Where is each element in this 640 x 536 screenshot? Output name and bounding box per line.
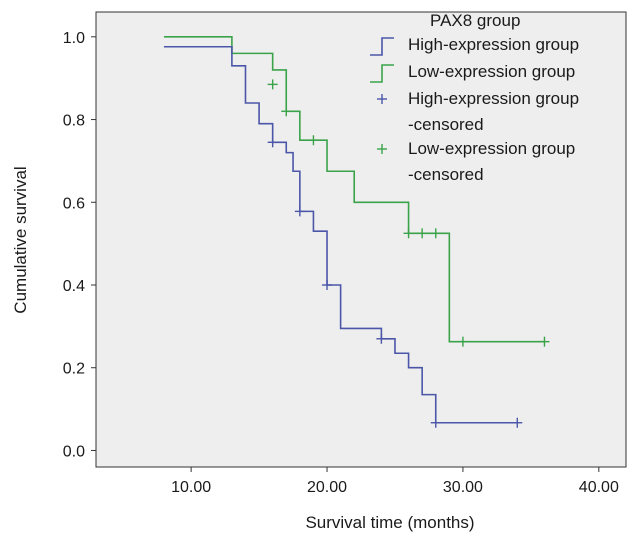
x-axis-title: Survival time (months) xyxy=(305,513,474,532)
plot-background xyxy=(95,11,627,468)
legend-label: High-expression group xyxy=(408,89,579,108)
censor-mark-low-expression xyxy=(281,106,292,117)
legend: PAX8 group High-expression group Low-expr… xyxy=(370,11,579,184)
censor-mark-low-expression xyxy=(539,336,550,347)
legend-label-line2: -censored xyxy=(408,165,484,184)
y-tick-label: 0.4 xyxy=(63,278,85,295)
y-tick-label: 1.0 xyxy=(63,30,85,47)
censor-mark-low-expression xyxy=(267,79,278,90)
x-tick-label: 20.00 xyxy=(307,479,347,496)
censor-mark-high-expression xyxy=(512,417,523,428)
legend-label: Low-expression group xyxy=(408,62,575,81)
censor-mark-high-expression xyxy=(376,333,387,344)
survival-line-high-expression xyxy=(163,45,518,424)
y-axis-title: Cumulative survival xyxy=(11,166,30,313)
legend-label: Low-expression group xyxy=(408,139,575,158)
legend-swatch-high-expression-censored xyxy=(377,94,387,104)
series-high-expression xyxy=(163,45,523,428)
censor-mark-high-expression xyxy=(430,417,441,428)
x-tick-label: 30.00 xyxy=(443,479,483,496)
tick-layer: 10.00 20.00 30.00 40.00 0.0 0.2 0.4 0.6 0.8 1.0 xyxy=(63,30,619,496)
x-tick-label: 40.00 xyxy=(579,479,619,496)
censor-mark-low-expression xyxy=(308,135,319,146)
censor-mark-low-expression xyxy=(457,336,468,347)
legend-title: PAX8 group xyxy=(430,11,520,30)
series-low-expression xyxy=(163,36,550,347)
y-tick-label: 0.6 xyxy=(63,195,85,212)
y-tick-label: 0.0 xyxy=(63,443,85,460)
censor-mark-high-expression xyxy=(294,206,305,217)
legend-swatch-low-expression-censored xyxy=(377,144,387,154)
censor-mark-low-expression xyxy=(430,228,441,239)
y-tick-label: 0.8 xyxy=(63,113,85,130)
series-layer xyxy=(163,36,550,428)
censor-mark-low-expression xyxy=(417,228,428,239)
legend-label-line2: -censored xyxy=(408,115,484,134)
legend-swatch-high-expression xyxy=(370,37,394,56)
censor-mark-low-expression xyxy=(403,228,414,239)
x-tick-label: 10.00 xyxy=(171,479,211,496)
censor-mark-high-expression xyxy=(322,280,333,290)
censor-mark-high-expression xyxy=(267,137,278,148)
y-tick-label: 0.2 xyxy=(63,361,85,378)
legend-swatch-low-expression xyxy=(370,64,394,83)
legend-label: High-expression group xyxy=(408,35,579,54)
